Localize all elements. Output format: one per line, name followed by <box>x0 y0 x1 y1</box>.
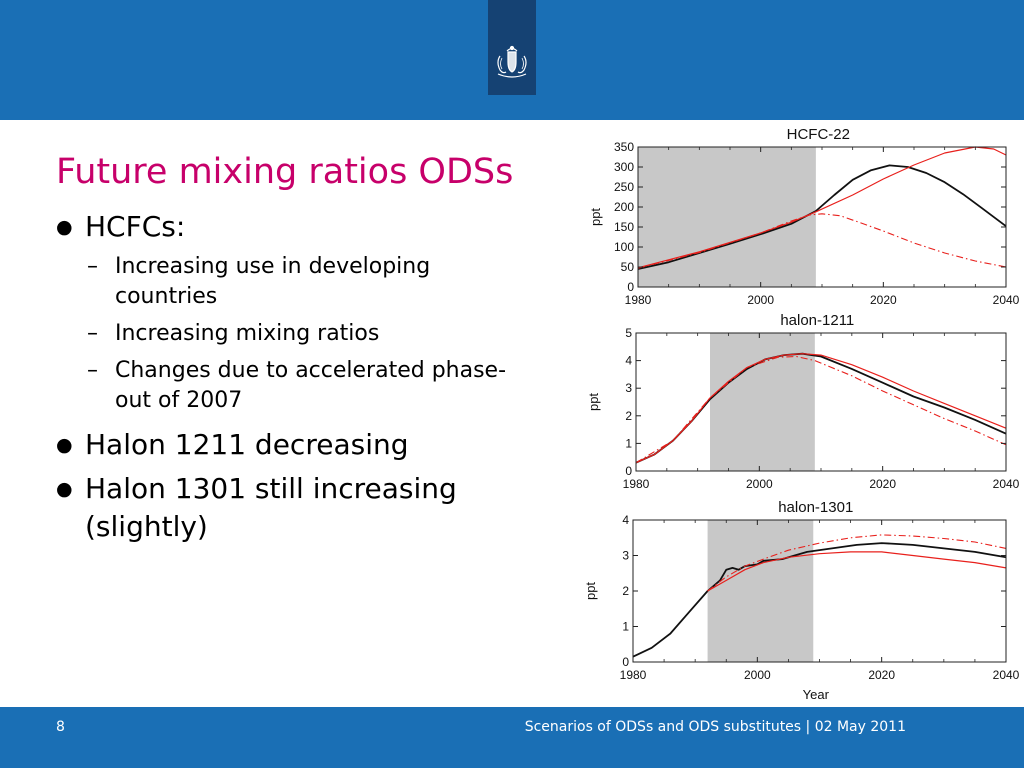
y-tick-label: 1 <box>622 620 629 634</box>
plot-frame <box>632 519 1007 663</box>
x-tick-label: 2020 <box>870 293 897 307</box>
series-line-red-dashdot <box>637 213 1007 269</box>
bullet-text: Halon 1211 decreasing <box>85 428 409 461</box>
chart-title: halon-1301 <box>778 499 853 516</box>
y-tick-label: 3 <box>622 549 629 563</box>
x-tick-label: 1980 <box>623 477 650 491</box>
x-tick-label: 2020 <box>868 668 895 682</box>
bullet-text: Halon 1301 still increasing (slightly) <box>85 472 457 543</box>
bullet-glyph: ● <box>56 216 73 238</box>
dash-glyph: – <box>87 254 98 279</box>
x-tick-label: 2040 <box>993 293 1020 307</box>
y-axis-label: ppt <box>586 393 601 411</box>
bullet-glyph: ● <box>56 478 73 500</box>
footer-text: Scenarios of ODSs and ODS substitutes | … <box>524 719 906 735</box>
page-number: 8 <box>56 719 65 735</box>
y-axis-label: ppt <box>588 208 603 226</box>
sub-bullet-item: – Changes due to accelerated phase-out o… <box>56 356 526 416</box>
bullet-glyph: ● <box>56 434 73 456</box>
x-tick-label: 2000 <box>747 293 774 307</box>
sub-bullet-list: – Increasing use in developing countries… <box>56 252 526 416</box>
y-tick-label: 100 <box>614 240 634 254</box>
dash-glyph: – <box>87 358 98 383</box>
series-line-red-solid <box>635 353 1007 464</box>
y-tick-label: 2 <box>625 409 632 423</box>
x-tick-label: 1980 <box>625 293 652 307</box>
x-tick-label: 2020 <box>869 477 896 491</box>
y-tick-label: 300 <box>614 160 634 174</box>
sub-bullet-text: Increasing mixing ratios <box>115 321 380 346</box>
bullet-text: HCFCs: <box>85 210 186 243</box>
y-tick-label: 350 <box>614 140 634 154</box>
y-tick-label: 1 <box>625 436 632 450</box>
footer-bar: 8 Scenarios of ODSs and ODS substitutes … <box>0 707 1024 768</box>
sub-bullet-text: Changes due to accelerated phase-out of … <box>115 358 507 413</box>
series-line-black-solid <box>637 164 1007 270</box>
logo-box <box>488 0 536 95</box>
sub-bullet-item: – Increasing use in developing countries <box>56 252 526 312</box>
plot-frame <box>635 332 1007 472</box>
y-tick-label: 0 <box>622 655 629 669</box>
series-line-red-dashdot <box>707 534 1007 592</box>
header-bar <box>0 0 1024 120</box>
y-tick-label: 150 <box>614 220 634 234</box>
x-tick-label: 2000 <box>744 668 771 682</box>
series-line-black-solid <box>635 352 1007 464</box>
y-tick-label: 250 <box>614 180 634 194</box>
sub-bullet-text: Increasing use in developing countries <box>115 254 431 309</box>
series-line-red-dashdot <box>635 355 1007 464</box>
dash-glyph: – <box>87 321 98 346</box>
y-tick-label: 4 <box>625 354 632 368</box>
y-axis-label: ppt <box>583 582 598 600</box>
chart-0: 0 50 100 150 200 250 300 350 1980 2000 2020 2040 HCF… <box>588 126 1020 307</box>
shaded-period <box>710 333 815 471</box>
x-tick-label: 2000 <box>746 477 773 491</box>
sub-bullet-item: – Increasing mixing ratios <box>56 319 526 349</box>
bullet-item: ● Halon 1301 still increasing (slightly) <box>56 470 526 546</box>
shaded-period <box>707 520 814 662</box>
coat-of-arms-icon <box>497 45 527 78</box>
y-tick-label: 2 <box>622 584 629 598</box>
y-tick-label: 0 <box>625 464 632 478</box>
y-tick-label: 50 <box>621 260 635 274</box>
series-line-red-solid <box>707 551 1007 592</box>
chart-1: 0 1 2 3 4 5 1980 2000 2020 2040 halon-1211 ppt <box>586 312 1020 491</box>
y-tick-label: 3 <box>625 381 632 395</box>
chart-title: HCFC-22 <box>787 126 850 143</box>
y-tick-label: 4 <box>622 513 629 527</box>
y-tick-label: 5 <box>625 326 632 340</box>
chart-2: 0 1 2 3 4 1980 2000 2020 2040 halon-1301 ppt Year <box>583 499 1020 702</box>
x-tick-label: 2040 <box>993 477 1020 491</box>
chart-title: halon-1211 <box>780 312 854 329</box>
x-tick-label: 1980 <box>620 668 647 682</box>
bullet-item: ● Halon 1211 decreasing <box>56 426 526 464</box>
series-line-black-solid <box>632 542 1007 658</box>
bullet-item: ● HCFCs: <box>56 208 526 246</box>
bullet-list: ● HCFCs: – Increasing use in developing … <box>56 208 526 552</box>
y-tick-label: 200 <box>614 200 634 214</box>
x-axis-label: Year <box>803 687 830 702</box>
y-tick-label: 0 <box>627 280 634 294</box>
slide-title: Future mixing ratios ODSs <box>56 152 514 192</box>
x-tick-label: 2040 <box>993 668 1020 682</box>
shaded-period <box>638 147 816 287</box>
